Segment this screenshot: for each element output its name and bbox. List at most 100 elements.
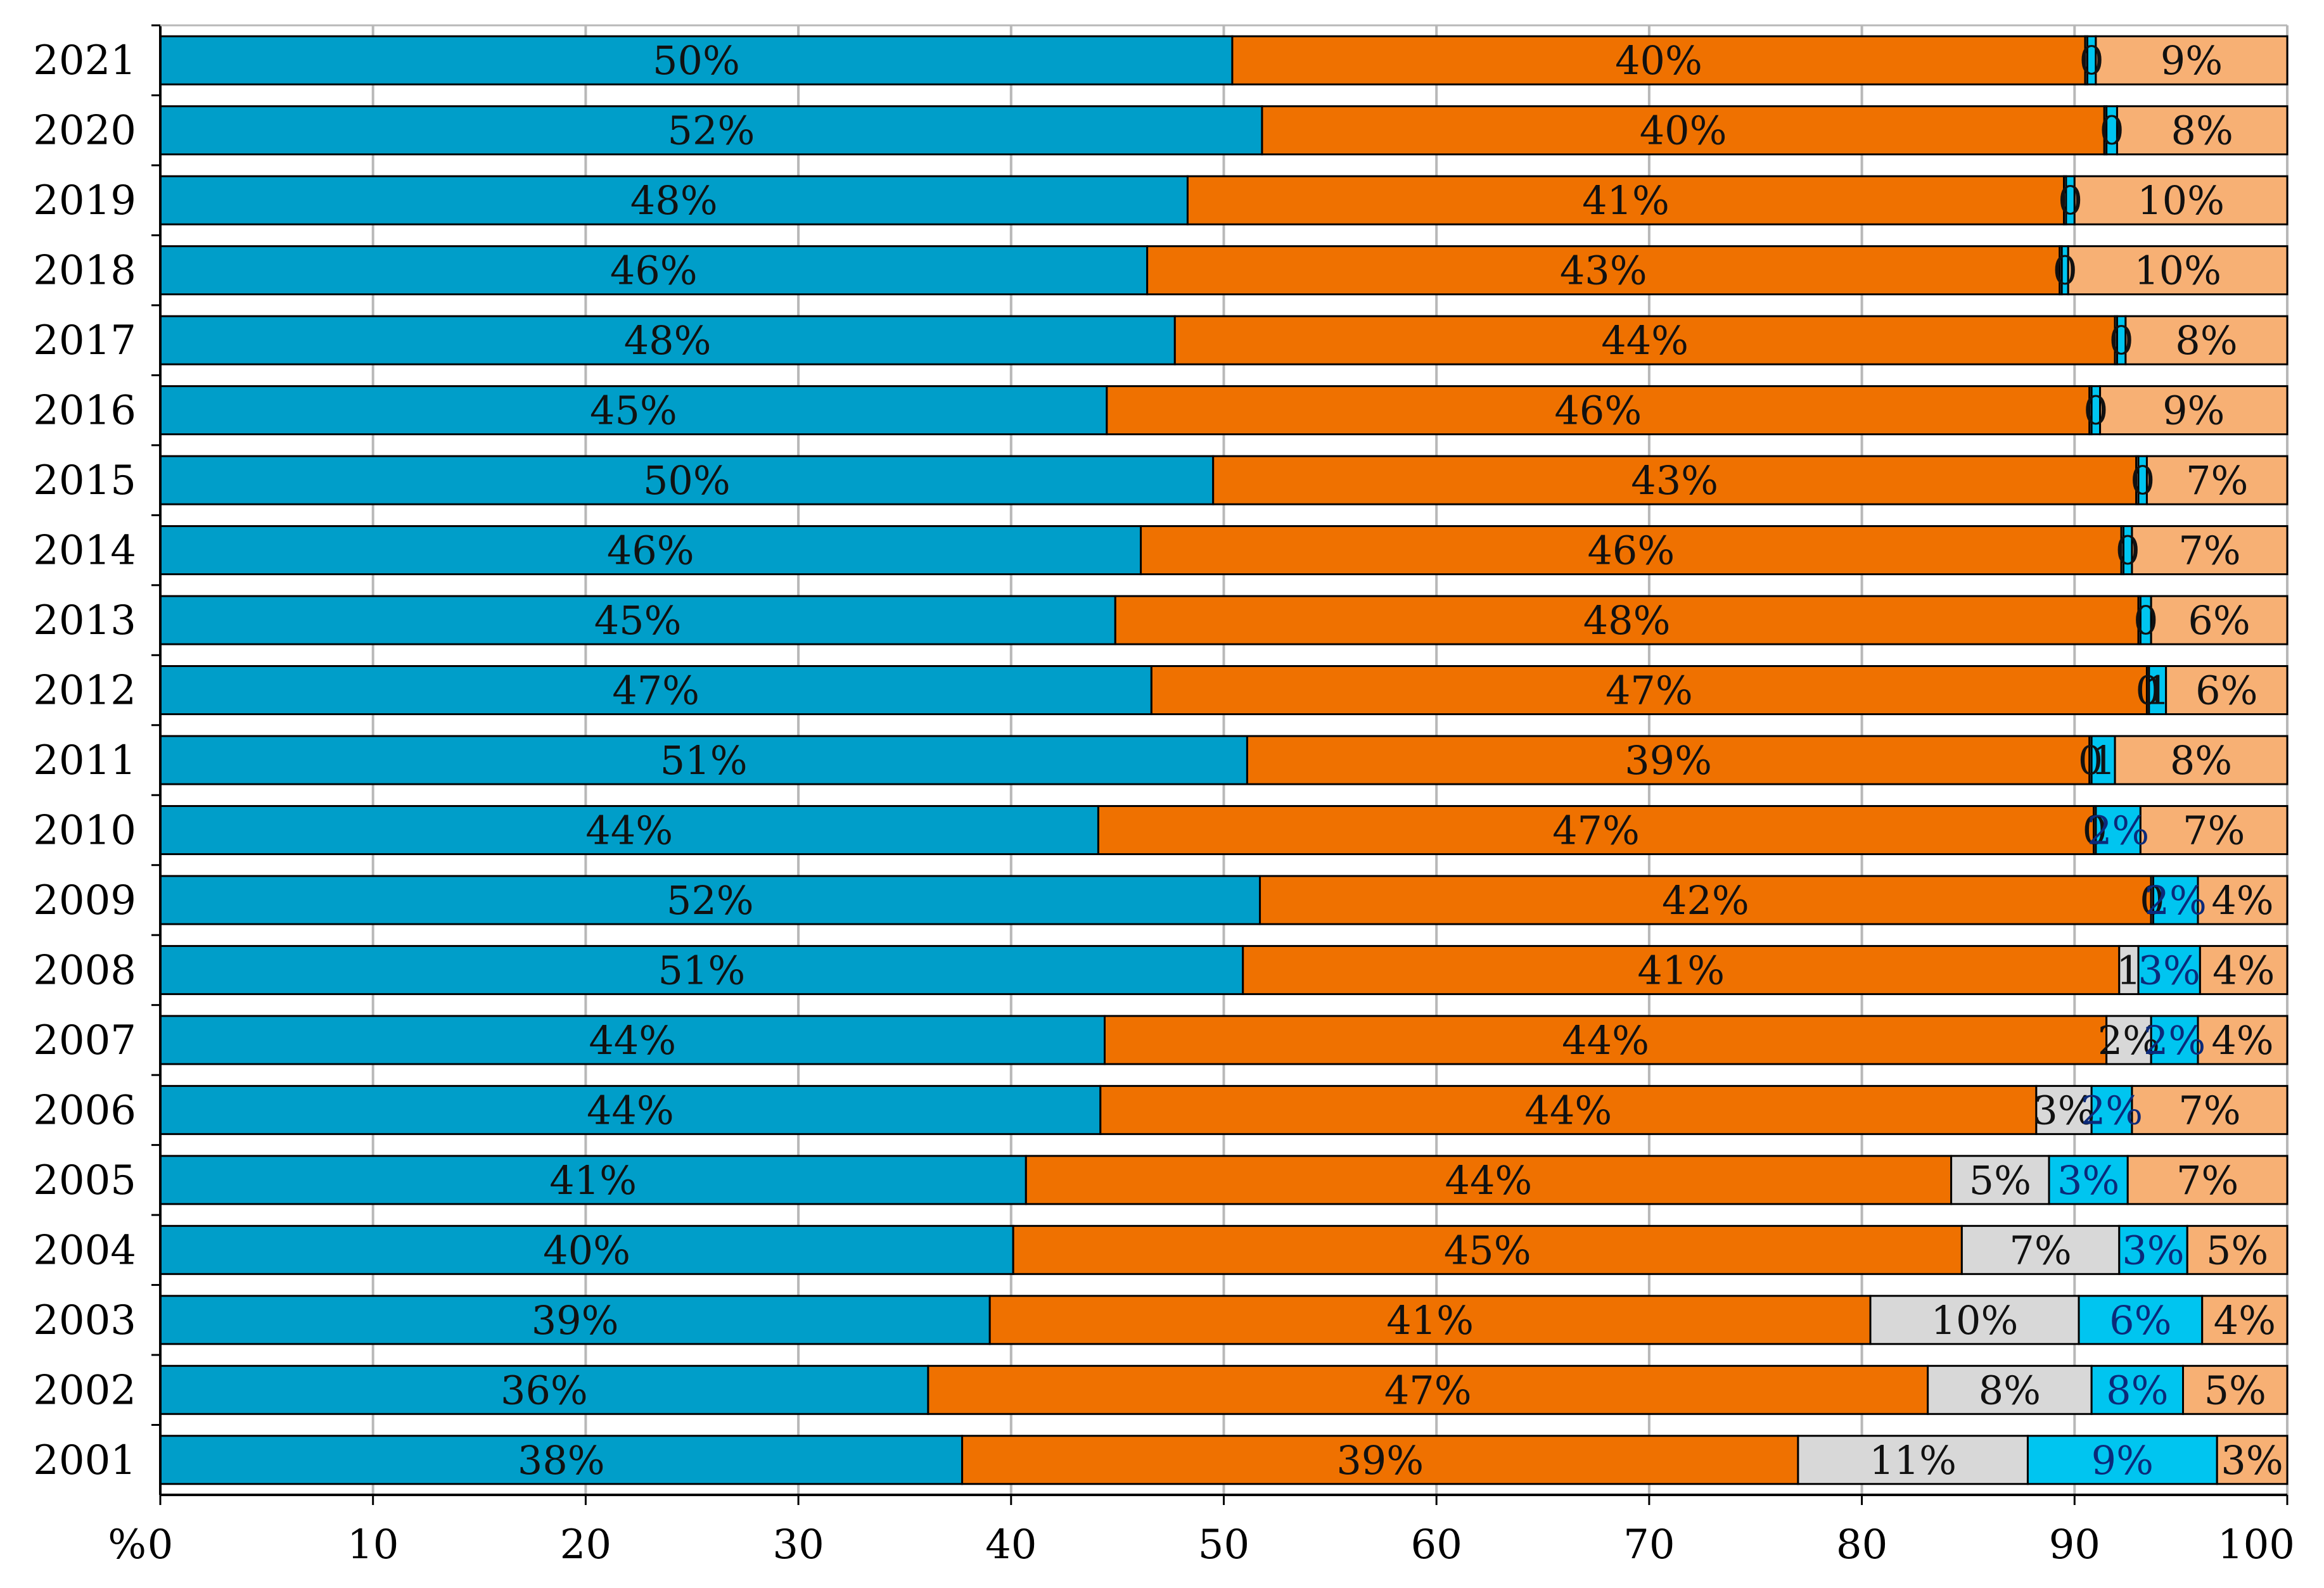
data-label-2009-series-2: 42% <box>1662 877 1749 924</box>
bar-2007-series-4 <box>2150 1015 2199 1065</box>
bar-2004-series-4 <box>2118 1224 2188 1275</box>
bar-2007-series-5 <box>2197 1015 2289 1065</box>
bar-2012-series-5 <box>2165 665 2289 716</box>
bar-2015-series-5 <box>2145 455 2289 505</box>
data-label-2012-series-5: 6% <box>2195 668 2257 714</box>
data-label-2012-series-1: 47% <box>612 668 699 714</box>
bar-2008-series-4 <box>2137 944 2201 995</box>
data-label-2004-series-4: 3% <box>2122 1227 2184 1273</box>
data-label-2012-series-3: 0 <box>2135 668 2160 714</box>
bar-2017-series-1 <box>159 315 1176 365</box>
bar-2005-series-2 <box>1025 1155 1953 1205</box>
data-label-2007-series-2: 44% <box>1562 1017 1649 1064</box>
bar-2004-series-2 <box>1012 1224 1963 1275</box>
x-tick-label-60: 60 <box>1410 1521 1462 1568</box>
data-label-2001-series-3: 11% <box>1869 1437 1957 1483</box>
data-label-2011-series-5: 8% <box>2170 737 2232 784</box>
bar-2021-series-2 <box>1231 35 2086 86</box>
data-label-2002-series-1: 36% <box>501 1367 588 1413</box>
data-label-2003-series-2: 41% <box>1386 1297 1474 1343</box>
data-label-2010-series-1: 44% <box>585 807 673 853</box>
data-label-2020-series-4: 0 <box>2099 108 2124 154</box>
data-label-2009-series-3: 0 <box>2140 877 2164 924</box>
data-label-2015-series-4: 0 <box>2130 457 2155 504</box>
data-label-2021-series-1: 50% <box>653 37 740 84</box>
category-label-2005: 2005 <box>33 1157 136 1204</box>
data-label-2002-series-3: 8% <box>1979 1367 2041 1413</box>
data-label-2021-series-4: 0 <box>2079 37 2104 84</box>
bar-2004-series-5 <box>2186 1224 2289 1275</box>
data-label-2010-series-3: 0 <box>2082 807 2107 853</box>
category-label-2008: 2008 <box>33 947 136 994</box>
bar-2008-series-2 <box>1242 944 2121 995</box>
data-label-2010-series-2: 47% <box>1552 807 1640 853</box>
bar-2013-series-2 <box>1114 595 2140 645</box>
data-label-2020-series-2: 40% <box>1640 108 1727 154</box>
data-label-2016-series-1: 45% <box>590 388 677 434</box>
x-tick-label-80: 80 <box>1836 1521 1887 1568</box>
x-tick-label-0: 0 <box>148 1521 174 1568</box>
data-label-2019-series-1: 48% <box>630 177 718 224</box>
data-label-2003-series-4: 6% <box>2109 1297 2171 1343</box>
bar-2019-series-2 <box>1186 175 2065 225</box>
data-label-2013-series-4: 0 <box>2133 597 2158 644</box>
data-label-2006-series-5: 7% <box>2178 1087 2240 1133</box>
data-label-2004-series-3: 7% <box>2009 1227 2071 1273</box>
bar-2010-series-5 <box>2139 804 2289 855</box>
data-label-2018-series-2: 43% <box>1560 248 1647 294</box>
data-label-2002-series-2: 47% <box>1384 1367 1472 1413</box>
bar-2020-series-1 <box>159 105 1263 156</box>
bar-2002-series-3 <box>1927 1364 2093 1415</box>
bar-2003-series-5 <box>2201 1295 2289 1345</box>
bars <box>159 35 2289 1485</box>
data-label-2018-series-5: 10% <box>2134 248 2221 294</box>
category-label-2001: 2001 <box>33 1437 136 1484</box>
x-tick-label-100: 100 <box>2218 1521 2295 1568</box>
data-label-2014-series-2: 46% <box>1587 528 1675 574</box>
data-label-2014-series-4: 0 <box>2115 528 2140 574</box>
data-label-2018-series-1: 46% <box>610 248 698 294</box>
bar-2001-series-4 <box>2026 1435 2218 1485</box>
bar-2013-series-5 <box>2150 595 2289 645</box>
bar-2008-series-5 <box>2199 944 2289 995</box>
bar-2009-series-1 <box>159 875 1261 925</box>
bar-2015-series-1 <box>159 455 1215 505</box>
bar-2004-series-1 <box>159 1224 1014 1275</box>
bar-2007-series-2 <box>1104 1015 2108 1065</box>
bar-2001-series-3 <box>1797 1435 2029 1485</box>
category-label-2007: 2007 <box>33 1017 136 1064</box>
data-label-2007-series-4: 2% <box>2143 1017 2206 1064</box>
data-label-2005-series-1: 41% <box>549 1157 637 1204</box>
x-tick-label-10: 10 <box>347 1521 399 1568</box>
bar-2018-series-5 <box>2067 245 2289 296</box>
data-label-2010-series-5: 7% <box>2183 807 2245 853</box>
bar-2017-series-5 <box>2124 315 2289 365</box>
bar-2003-series-2 <box>988 1295 1872 1345</box>
bar-2001-series-5 <box>2216 1435 2289 1485</box>
data-label-2019-series-4: 0 <box>2058 177 2083 224</box>
data-label-2021-series-2: 40% <box>1615 37 1702 84</box>
data-label-2007-series-1: 44% <box>589 1017 676 1064</box>
bar-2014-series-5 <box>2131 525 2289 576</box>
axes <box>151 24 2289 1505</box>
data-label-2009-series-1: 52% <box>667 877 754 924</box>
category-label-2004: 2004 <box>33 1227 136 1274</box>
data-label-2006-series-3: 3% <box>2033 1087 2095 1133</box>
data-label-2008-series-5: 4% <box>2212 947 2275 993</box>
data-label-2013-series-2: 48% <box>1583 597 1671 644</box>
data-label-2011-series-1: 51% <box>660 737 748 784</box>
data-label-2001-series-5: 3% <box>2221 1437 2283 1483</box>
data-label-2014-series-5: 7% <box>2178 528 2240 574</box>
data-label-2003-series-1: 39% <box>532 1297 619 1343</box>
bar-2020-series-5 <box>2116 105 2289 156</box>
category-label-2010: 2010 <box>33 807 136 854</box>
bar-2019-series-1 <box>159 175 1189 225</box>
category-label-2021: 2021 <box>33 37 136 84</box>
data-label-2003-series-5: 4% <box>2214 1297 2276 1343</box>
x-tick-label-20: 20 <box>560 1521 611 1568</box>
bar-2010-series-1 <box>159 804 1099 855</box>
data-label-2008-series-1: 51% <box>658 947 745 993</box>
bar-2002-series-5 <box>2182 1364 2289 1415</box>
